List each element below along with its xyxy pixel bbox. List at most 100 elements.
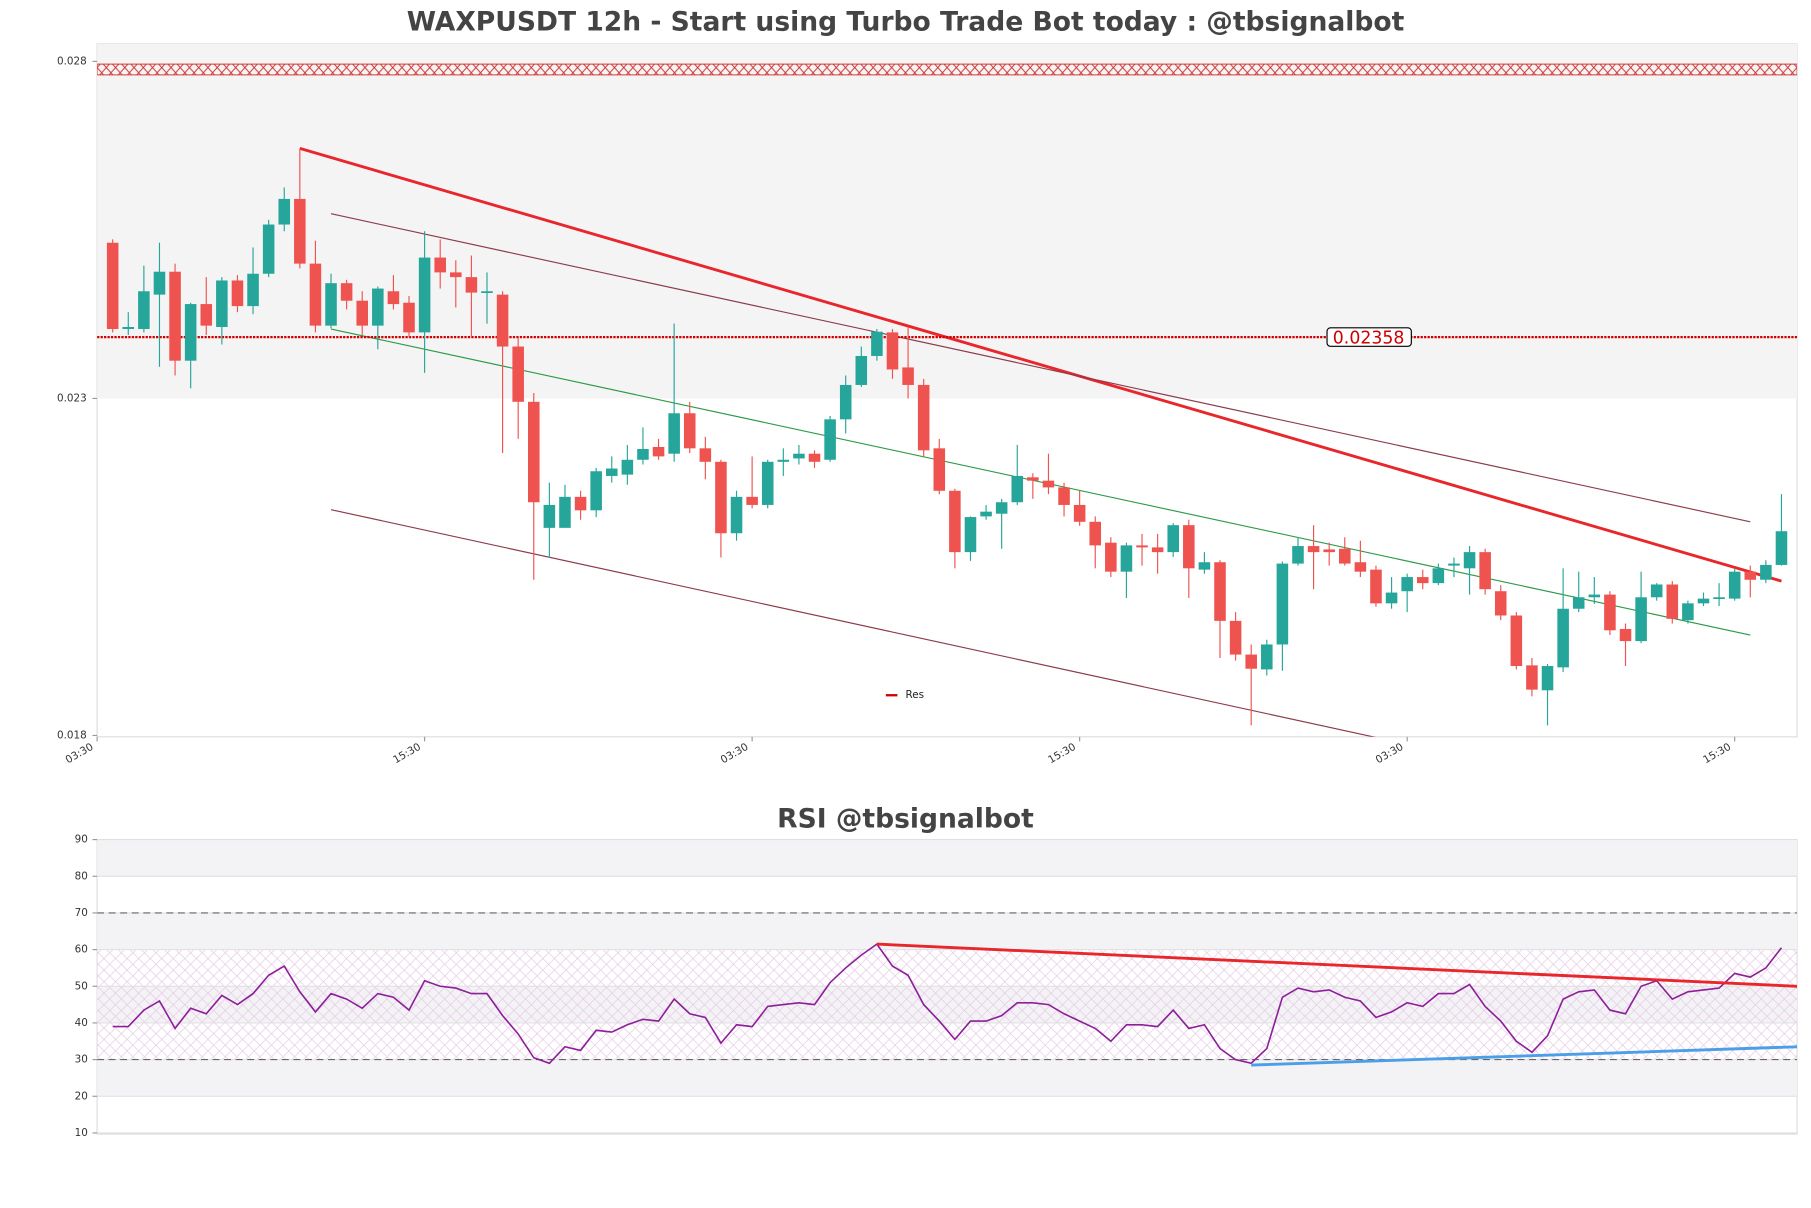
candle-body	[1760, 564, 1772, 580]
candle-body	[1323, 549, 1335, 553]
candle-body	[761, 461, 774, 505]
candle-body	[200, 304, 213, 326]
x-tick-label: 03:30	[719, 741, 751, 766]
candle-body	[793, 453, 805, 459]
legend-label: Res	[906, 689, 925, 701]
y-tick-label: 20	[75, 1090, 88, 1102]
candle-body	[995, 502, 1008, 514]
rsi-band	[97, 912, 1798, 950]
candle-body	[387, 291, 400, 305]
trend-line	[299, 146, 1782, 583]
candle-body	[1089, 521, 1102, 546]
candle-body	[1682, 603, 1694, 621]
candle-body	[902, 367, 914, 385]
candle-body	[169, 271, 181, 361]
x-tick-label: 15:30	[391, 741, 423, 766]
candle-body	[1666, 584, 1679, 619]
candle-body	[231, 280, 244, 307]
rsi-band	[97, 839, 1798, 877]
candle-body	[1245, 654, 1257, 669]
candle-body	[1276, 563, 1289, 645]
candle-body	[933, 448, 946, 491]
candle-body	[153, 271, 166, 295]
candle-body	[590, 471, 602, 511]
candle-body	[1105, 542, 1117, 572]
candle-body	[917, 384, 930, 451]
candle-body	[808, 453, 821, 462]
candle-body	[1541, 666, 1554, 691]
shaded-zone	[97, 43, 1798, 399]
candle-body	[1167, 525, 1179, 553]
y-tick-label: 0.018	[57, 729, 87, 741]
trend-line	[1251, 1045, 1798, 1067]
candle-body	[1058, 487, 1070, 505]
candle-body	[605, 468, 618, 476]
candle-body	[855, 355, 868, 385]
candle-body	[574, 496, 587, 511]
candle-body	[746, 496, 758, 505]
candle-body	[1042, 480, 1055, 488]
candle-body	[496, 294, 509, 347]
candle-body	[262, 224, 275, 274]
candle-body	[730, 496, 743, 534]
candle-body	[106, 242, 119, 330]
candle-body	[1229, 620, 1242, 655]
candle-body	[1479, 552, 1491, 590]
candle-body	[481, 291, 493, 293]
candle-body	[1744, 571, 1757, 580]
candle-body	[559, 496, 571, 528]
candle-body	[637, 448, 649, 460]
candle-body	[512, 346, 524, 402]
rsi-band	[97, 1059, 1798, 1097]
trend-line	[330, 328, 1751, 636]
level-label-box	[1326, 327, 1412, 347]
rsi-hatch	[97, 949, 1798, 1060]
candle-body	[1494, 591, 1507, 616]
candle-body	[1136, 545, 1148, 548]
candle-body	[1261, 644, 1273, 670]
candle-body	[1073, 504, 1086, 522]
candle-body	[138, 291, 150, 330]
candle-body	[216, 280, 228, 327]
candle-body	[1432, 568, 1445, 584]
candle-body	[1354, 562, 1367, 572]
candle-body	[528, 401, 540, 503]
candle-body	[309, 263, 322, 326]
candle-body	[184, 304, 197, 361]
candle-body	[1697, 598, 1710, 604]
y-tick-label: 0.028	[57, 55, 87, 67]
candle-body	[418, 257, 431, 333]
y-tick-label: 0.023	[57, 392, 87, 404]
y-tick-label: 50	[75, 980, 88, 992]
trend-line	[330, 213, 1751, 523]
candle-body	[1557, 608, 1569, 668]
candle-body	[1385, 592, 1398, 604]
candle-body	[1307, 546, 1320, 553]
candle-body	[434, 257, 446, 273]
candle-body	[699, 448, 712, 462]
candle-body	[1775, 531, 1788, 565]
candle-body	[1713, 597, 1725, 600]
candle-body	[949, 490, 961, 553]
candle-body	[777, 459, 790, 462]
candle-body	[1619, 628, 1632, 642]
y-tick-label: 10	[75, 1127, 88, 1139]
candle-body	[1198, 562, 1211, 570]
y-tick-label: 90	[75, 834, 88, 846]
candle-body	[1604, 594, 1616, 631]
resistance-band	[97, 63, 1798, 76]
level-label: 0.02358	[1333, 328, 1405, 348]
candle-body	[1463, 552, 1476, 569]
y-tick-label: 70	[75, 907, 88, 919]
x-tick-label: 03:30	[64, 741, 96, 766]
y-tick-label: 60	[75, 944, 88, 956]
x-tick-label: 15:30	[1046, 741, 1078, 766]
candle-body	[1120, 545, 1133, 572]
candle-body	[340, 283, 353, 301]
candle-body	[1292, 546, 1304, 564]
candle-body	[824, 419, 836, 460]
candle-body	[1526, 665, 1538, 690]
candle-body	[1510, 615, 1523, 667]
plot-group	[97, 43, 1798, 737]
